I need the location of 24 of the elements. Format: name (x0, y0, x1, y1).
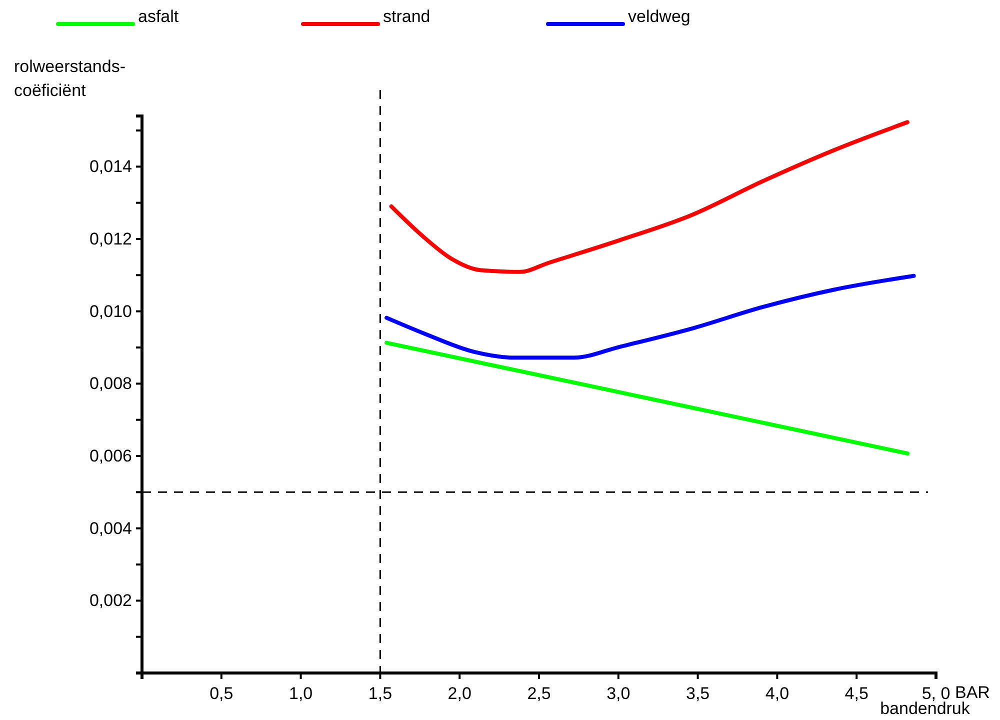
y-tick-label: 0,006 (89, 446, 132, 466)
x-axis-title: bandendruk (880, 699, 970, 718)
x-tick-label: 4,5 (844, 684, 868, 704)
x-tick-label: 0,5 (210, 684, 234, 704)
x-tick-label: 1,5 (368, 684, 392, 704)
y-tick-label: 0,002 (89, 591, 132, 610)
legend-label: veldweg (628, 7, 690, 26)
x-tick-label: 4,0 (765, 684, 790, 704)
x-tick-label: 2,0 (448, 684, 472, 704)
y-tick-label: 0,008 (89, 374, 132, 394)
x-tick-label: 2,5 (527, 684, 551, 704)
x-tick-label: 3,5 (686, 684, 710, 704)
y-axis-title: rolweerstands- coëficiënt (14, 57, 126, 100)
y-tick-label: 0,004 (89, 518, 132, 538)
legend-label: asfalt (138, 7, 179, 26)
y-tick-label: 0,014 (89, 157, 132, 176)
text: BAR (955, 683, 990, 702)
y-tick-label: 0,010 (89, 302, 132, 321)
x-tick-label: 1,0 (288, 684, 313, 704)
x-tick-label: 3,0 (606, 684, 630, 704)
legend-label: strand (383, 7, 430, 26)
line-series (389, 120, 910, 274)
line-series (384, 274, 916, 360)
y-tick-label: 0,012 (89, 229, 132, 248)
